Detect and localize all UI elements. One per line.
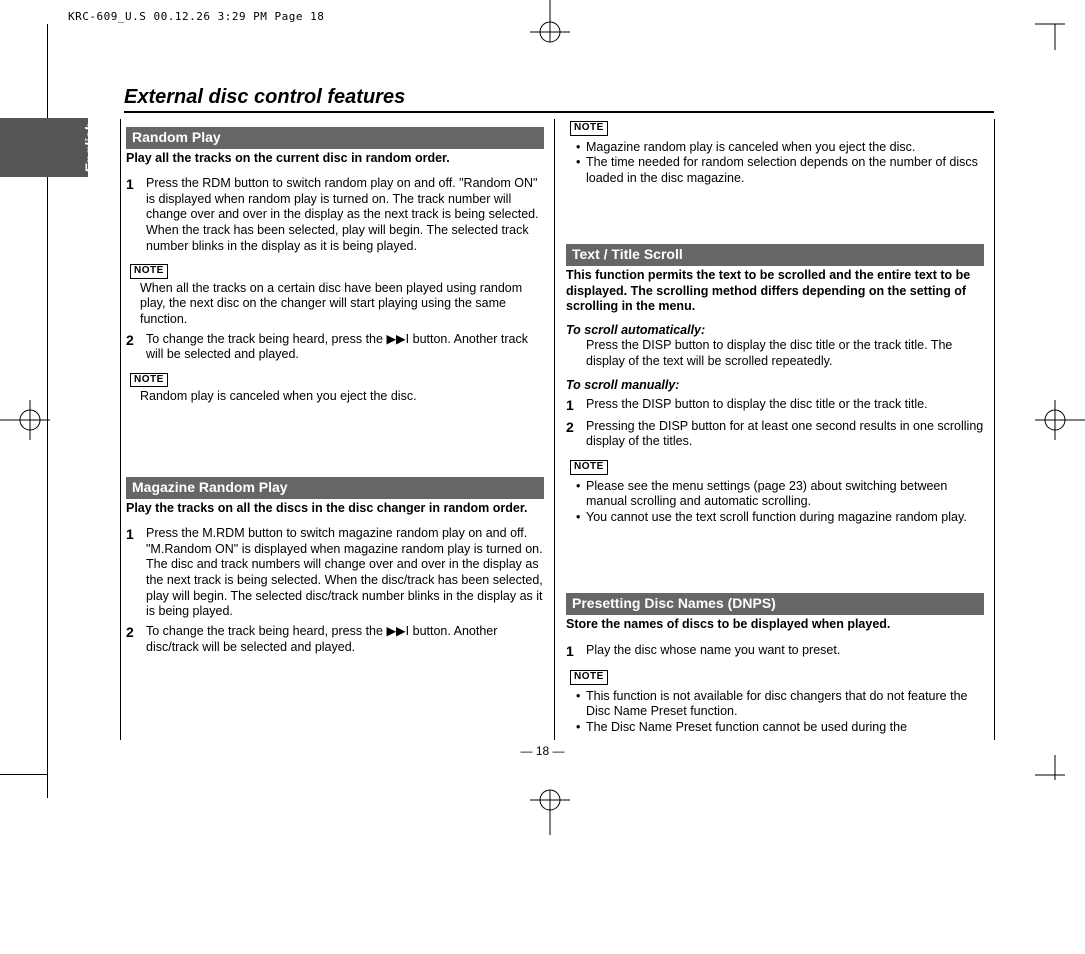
bullet-item: Magazine random play is canceled when yo… [576, 140, 984, 156]
step-number: 2 [126, 624, 146, 655]
note-label: NOTE [570, 121, 608, 136]
section-intro: Play the tracks on all the discs in the … [126, 501, 544, 517]
print-header: KRC-609_U.S 00.12.26 3:29 PM Page 18 [68, 10, 324, 23]
left-column: Random Play Play all the tracks on the c… [126, 119, 544, 659]
note-label: NOTE [130, 373, 168, 388]
step-number: 1 [126, 526, 146, 620]
note-bullets: Magazine random play is canceled when yo… [576, 140, 984, 187]
note-label: NOTE [570, 460, 608, 475]
right-column: NOTE Magazine random play is canceled wh… [566, 119, 984, 735]
language-tab: English [0, 118, 88, 177]
step-number: 1 [126, 176, 146, 254]
bullet-item: This function is not available for disc … [576, 689, 984, 720]
note-bullets: Please see the menu settings (page 23) a… [576, 479, 984, 526]
note-label: NOTE [130, 264, 168, 279]
step-number: 2 [566, 419, 586, 450]
note-bullets: This function is not available for disc … [576, 689, 984, 736]
section-intro: This function permits the text to be scr… [566, 268, 984, 315]
step: 1 Press the DISP button to display the d… [566, 397, 984, 415]
step: 1 Press the RDM button to switch random … [126, 176, 544, 254]
page-number: — 18 — [0, 744, 1085, 758]
step-text-pre: To change the track being heard, press t… [146, 624, 386, 638]
step: 2 To change the track being heard, press… [126, 332, 544, 363]
para: Press the DISP button to display the dis… [586, 338, 984, 369]
note-label: NOTE [570, 670, 608, 685]
step: 2 To change the track being heard, press… [126, 624, 544, 655]
column-rule [120, 119, 121, 740]
next-track-icon: ▶▶I [386, 332, 409, 346]
note-body: Random play is canceled when you eject t… [140, 389, 544, 405]
section-intro: Play all the tracks on the current disc … [126, 151, 544, 167]
bullet-item: The time needed for random selection dep… [576, 155, 984, 186]
step: 1 Play the disc whose name you want to p… [566, 643, 984, 661]
step-number: 1 [566, 397, 586, 415]
subheading: To scroll automatically: [566, 323, 984, 339]
section-heading: Random Play [126, 127, 544, 149]
step-body: Press the DISP button to display the dis… [586, 397, 984, 415]
column-rule [554, 119, 555, 740]
bullet-item: The Disc Name Preset function cannot be … [576, 720, 984, 736]
step-body: Play the disc whose name you want to pre… [586, 643, 984, 661]
step-number: 1 [566, 643, 586, 661]
step-number: 2 [126, 332, 146, 363]
bullet-item: You cannot use the text scroll function … [576, 510, 984, 526]
section-intro: Store the names of discs to be displayed… [566, 617, 984, 633]
subheading: To scroll manually: [566, 378, 984, 394]
step-body: To change the track being heard, press t… [146, 332, 544, 363]
crop-side-line-h [0, 774, 48, 775]
section-heading: Magazine Random Play [126, 477, 544, 499]
language-label: English [82, 122, 98, 173]
bullet-item: Please see the menu settings (page 23) a… [576, 479, 984, 510]
step-body: Press the M.RDM button to switch magazin… [146, 526, 544, 620]
note-body: When all the tracks on a certain disc ha… [140, 281, 544, 328]
column-rule [994, 119, 995, 740]
step-body: Press the RDM button to switch random pl… [146, 176, 544, 254]
step-text-pre: To change the track being heard, press t… [146, 332, 386, 346]
section-heading: Presetting Disc Names (DNPS) [566, 593, 984, 615]
step: 2 Pressing the DISP button for at least … [566, 419, 984, 450]
section-heading: Text / Title Scroll [566, 244, 984, 266]
step-body: To change the track being heard, press t… [146, 624, 544, 655]
step: 1 Press the M.RDM button to switch magaz… [126, 526, 544, 620]
page-title: External disc control features [124, 86, 994, 113]
step-body: Pressing the DISP button for at least on… [586, 419, 984, 450]
next-track-icon: ▶▶I [386, 624, 409, 638]
